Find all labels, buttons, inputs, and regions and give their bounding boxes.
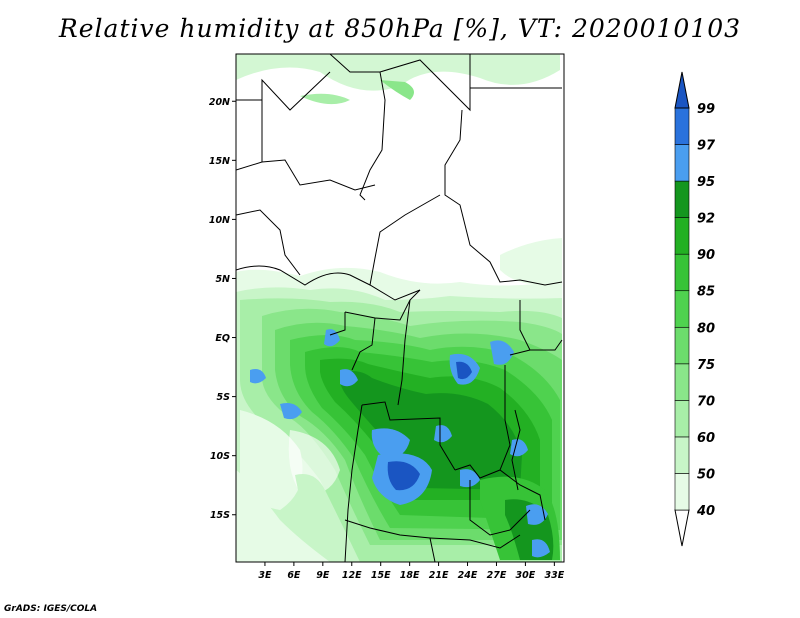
lon-tick-label: 21E bbox=[429, 570, 449, 581]
lon-tick-label: 9E bbox=[316, 570, 330, 581]
colorbar-label: 40 bbox=[696, 504, 715, 519]
colorbar-label: 99 bbox=[697, 102, 715, 117]
latitude-ticks: 20N 15N 10N 5N EQ 5S 10S 15S bbox=[209, 97, 236, 521]
colorbar-segment bbox=[674, 180, 690, 218]
colorbar-segment bbox=[674, 400, 690, 438]
colorbar-top-arrow bbox=[674, 71, 690, 109]
colorbar-segment bbox=[674, 436, 690, 474]
colorbar-label: 97 bbox=[697, 139, 716, 154]
lon-tick-label: 12E bbox=[342, 570, 362, 581]
lon-tick-label: 18E bbox=[400, 570, 420, 581]
lon-tick-label: 24E bbox=[458, 570, 478, 581]
lon-tick-label: 15E bbox=[371, 570, 391, 581]
colorbar-segment bbox=[674, 473, 690, 511]
humidity-field bbox=[236, 54, 564, 562]
colorbar: 40 50 60 70 75 80 85 90 92 95 97 99 bbox=[674, 71, 716, 547]
colorbar-label: 70 bbox=[697, 394, 715, 409]
colorbar-label: 50 bbox=[697, 467, 715, 482]
country-borders bbox=[236, 54, 563, 562]
colorbar-label: 60 bbox=[697, 431, 715, 446]
colorbar-label: 85 bbox=[697, 285, 715, 300]
lat-tick-label: 10N bbox=[209, 215, 230, 226]
longitude-ticks: 3E 6E 9E 12E 15E 18E 21E 24E 27E 30E 33E bbox=[258, 562, 565, 581]
grads-credit: GrADS: IGES/COLA bbox=[4, 604, 98, 614]
lon-tick-label: 6E bbox=[287, 570, 301, 581]
lat-tick-label: 5N bbox=[215, 274, 230, 285]
lon-tick-label: 30E bbox=[516, 570, 536, 581]
lat-tick-label: 20N bbox=[209, 97, 230, 108]
lon-tick-label: 33E bbox=[544, 570, 564, 581]
colorbar-segment bbox=[674, 144, 690, 182]
lat-tick-label: 5S bbox=[217, 392, 231, 403]
lat-tick-label: 15N bbox=[209, 156, 230, 167]
colorbar-label: 92 bbox=[697, 212, 715, 227]
colorbar-segment bbox=[674, 253, 690, 292]
lat-tick-label: 10S bbox=[210, 451, 230, 462]
colorbar-label: 75 bbox=[697, 358, 715, 373]
colorbar-label: 90 bbox=[697, 248, 715, 263]
colorbar-segment bbox=[674, 107, 690, 145]
colorbar-segment bbox=[674, 217, 690, 255]
colorbar-segment bbox=[674, 363, 690, 401]
colorbar-segment bbox=[674, 290, 690, 328]
map-frame bbox=[235, 53, 565, 563]
colorbar-bottom-arrow bbox=[674, 509, 690, 547]
lon-tick-label: 3E bbox=[258, 570, 272, 581]
map-title: Relative humidity at 850hPa [%], VT: 202… bbox=[58, 14, 742, 43]
colorbar-segment bbox=[674, 326, 690, 365]
colorbar-label: 80 bbox=[697, 321, 715, 336]
lat-tick-label: 15S bbox=[210, 510, 230, 521]
colorbar-label: 95 bbox=[697, 175, 715, 190]
lon-tick-label: 27E bbox=[487, 570, 507, 581]
lat-tick-label: EQ bbox=[215, 333, 230, 344]
